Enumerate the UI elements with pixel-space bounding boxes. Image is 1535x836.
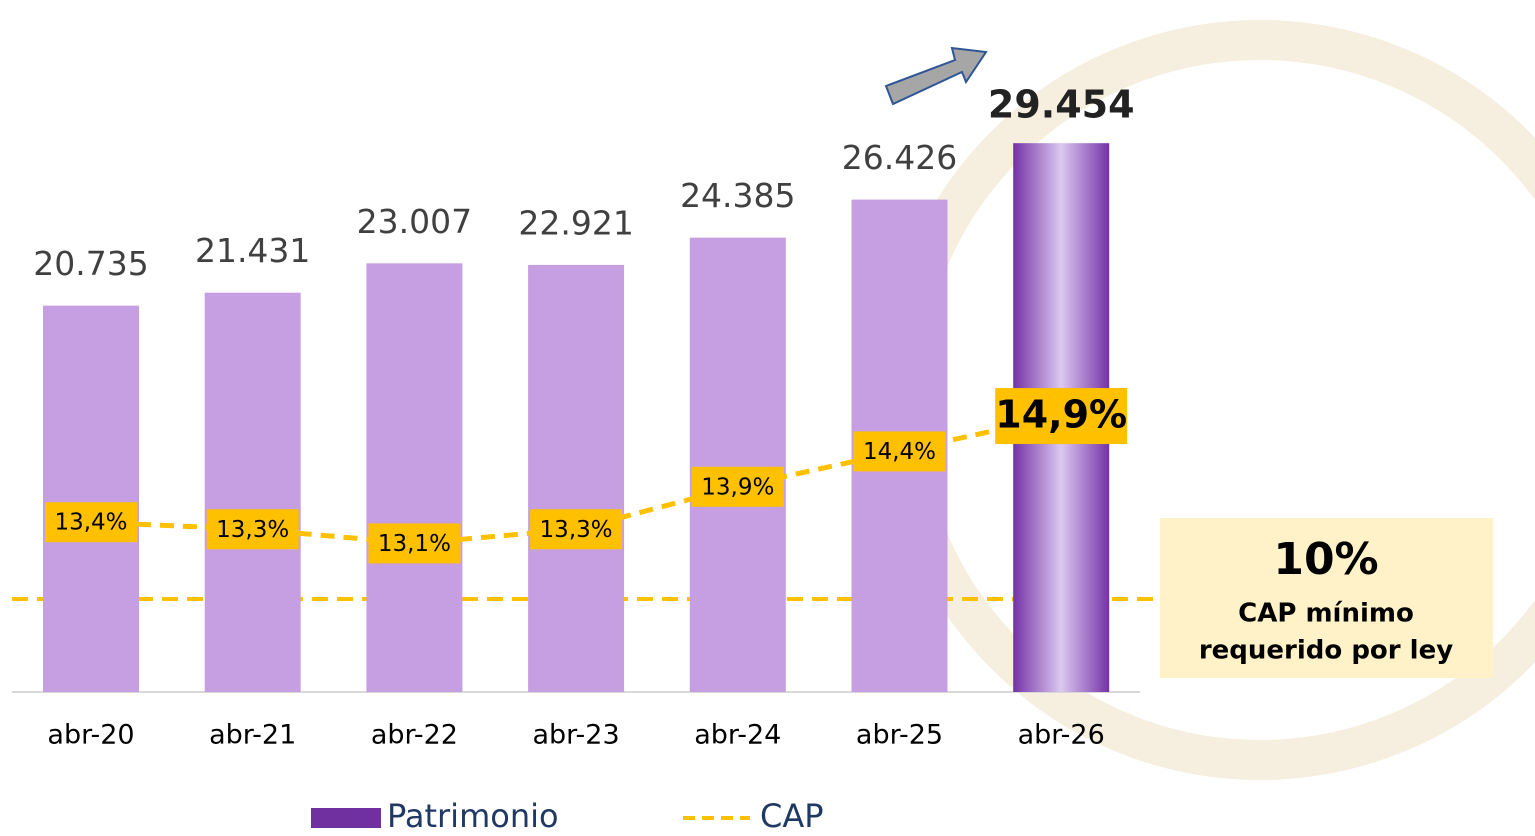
bar [689,237,786,692]
bar [366,263,463,692]
label-box [995,388,1128,445]
x-tick-label: abr-24 [694,720,781,751]
label-box [368,523,461,564]
x-tick-label: abr-23 [533,720,620,751]
x-tick-label: abr-22 [371,720,458,751]
label-box [853,431,946,472]
annotation-text: CAP mínimo [1238,599,1414,629]
data-label: 24.385 [680,176,795,215]
annotation-value: 10% [1273,534,1378,585]
legend-label: Patrimonio [387,797,559,835]
arrow [884,46,988,106]
data-label: 13,3% [540,517,613,543]
bar [43,305,139,692]
x-tick-label: abr-26 [1018,720,1105,751]
data-label: 13,3% [216,517,289,543]
annotation-text: requerido por ley [1199,636,1453,666]
bar [204,292,301,692]
data-label: 29.454 [988,83,1135,127]
x-tick-label: abr-21 [209,720,296,751]
annotation-box [1160,518,1493,678]
x-tick-label: abr-20 [47,720,134,751]
x-tick-label: abr-25 [856,720,943,751]
label-box [691,466,784,507]
bar [528,264,625,692]
legend-swatch [311,808,381,828]
data-label: 13,1% [378,531,451,557]
label-box [530,509,623,550]
marks: abr-20 abr-21 abr-22 abr-23 abr-24 abr-25 abr-… [33,83,1134,751]
legend-label: CAP [760,797,824,835]
data-label: 22.921 [518,203,633,242]
data-label: 23.007 [357,202,472,241]
data-label: 20.735 [33,244,148,283]
data-label: 13,4% [54,510,127,536]
label-box [206,509,299,550]
label-box [45,502,137,543]
data-label: 13,9% [701,474,774,500]
data-label: 21.431 [195,231,310,270]
data-label: 14,9% [995,393,1127,437]
data-label: 26.426 [842,138,957,177]
data-label: 14,4% [863,439,936,465]
